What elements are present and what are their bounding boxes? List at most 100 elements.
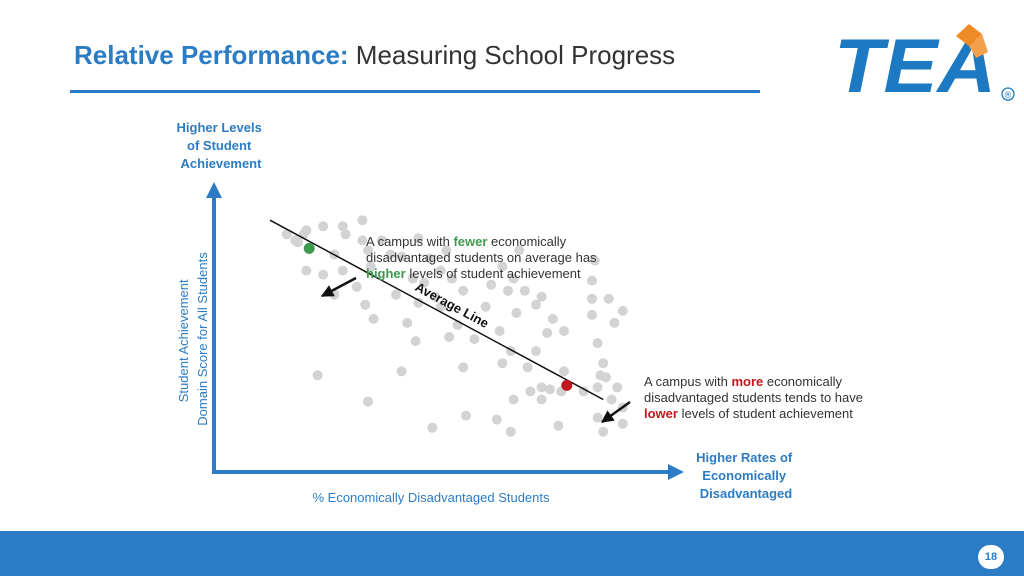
title-lead: Relative Performance:: [74, 40, 349, 70]
callout-text: A campus with: [366, 234, 453, 249]
y-top-label-line: of Student: [187, 138, 252, 153]
data-point: [603, 293, 614, 304]
y-axis-label-line: Student Achievement: [176, 279, 191, 402]
callout-highlight-word: lower: [644, 406, 678, 421]
data-point: [407, 273, 418, 284]
data-point: [553, 420, 564, 431]
data-point: [503, 285, 513, 296]
data-point: [424, 253, 435, 264]
data-point: [578, 386, 589, 397]
data-point: [301, 225, 312, 236]
y-top-label-line: Higher Levels: [177, 120, 262, 135]
callout-line: lower levels of student achievement: [644, 406, 853, 421]
title-divider: [70, 90, 760, 93]
data-point: [480, 301, 491, 312]
data-point: [606, 394, 617, 405]
data-point: [377, 235, 387, 246]
data-point: [402, 317, 413, 328]
data-point: [427, 422, 438, 433]
data-point: [391, 289, 401, 300]
data-point: [536, 291, 547, 302]
data-point: [589, 255, 600, 266]
y-axis-label-line: Domain Score for All Students: [195, 252, 210, 426]
data-point: [587, 309, 597, 320]
data-point: [458, 362, 469, 373]
data-point: [617, 418, 628, 429]
y-axis-label: Student Achievement Domain Score for All…: [176, 252, 210, 426]
data-point: [536, 382, 547, 393]
data-point: [519, 285, 530, 296]
registered-mark: ®: [1005, 90, 1012, 100]
data-point: [531, 299, 541, 310]
data-point: [559, 366, 569, 377]
data-point: [609, 317, 620, 328]
data-point: [598, 426, 609, 437]
data-point: [536, 394, 547, 405]
data-point: [410, 336, 421, 347]
data-point: [413, 233, 424, 244]
data-point: [337, 265, 348, 276]
data-point: [458, 285, 469, 296]
highlight-points: [303, 242, 573, 391]
average-line: [269, 219, 604, 401]
data-point: [592, 338, 603, 349]
data-point: [547, 313, 558, 324]
callout-line: disadvantaged students on average has: [366, 250, 597, 265]
data-point: [601, 372, 611, 383]
data-point: [494, 326, 505, 336]
x-end-label-line: Higher Rates of: [696, 450, 793, 465]
data-point: [396, 366, 407, 377]
y-top-label-line: Achievement: [181, 156, 263, 171]
data-point: [598, 358, 609, 369]
data-point: [447, 273, 457, 284]
data-point: [592, 382, 603, 393]
data-point: [531, 346, 541, 357]
title-rest: Measuring School Progress: [355, 40, 676, 70]
page-number: 18: [978, 545, 1004, 569]
data-point: [497, 261, 508, 272]
data-point: [363, 245, 373, 256]
data-point: [522, 362, 533, 373]
data-point: [542, 328, 553, 338]
page-title: Relative Performance: Measuring School P…: [74, 40, 675, 71]
footer-band: [0, 531, 1024, 576]
average-line-label: Average Line: [413, 279, 492, 331]
callout-text: economically: [763, 374, 842, 389]
data-point: [587, 293, 597, 304]
callout-arrow-low: [320, 276, 357, 298]
tea-logo: TEA ®: [834, 24, 1015, 102]
data-point: [592, 412, 603, 423]
data-point: [491, 414, 502, 425]
data-point: [435, 301, 446, 312]
data-point: [312, 370, 323, 381]
data-point: [293, 237, 303, 248]
data-point: [430, 291, 441, 302]
data-point: [363, 396, 373, 407]
data-point: [318, 221, 329, 232]
data-point: [469, 334, 480, 345]
x-end-label-line: Economically: [702, 468, 787, 483]
y-top-label: Higher Levels of Student Achievement: [177, 120, 266, 171]
data-point: [413, 297, 424, 308]
data-point: [340, 229, 351, 240]
data-point: [419, 277, 429, 288]
tea-logo-flag-tail-icon: [969, 34, 988, 58]
data-point: [337, 221, 348, 232]
data-point: [486, 279, 497, 290]
data-point: [441, 245, 452, 256]
data-point: [360, 299, 371, 310]
callout-highlight-word: fewer: [453, 234, 487, 249]
callout-highlight-word: more: [731, 374, 763, 389]
data-point: [385, 249, 396, 260]
callout-text: disadvantaged students tends to have: [644, 390, 863, 405]
x-end-label-line: Disadvantaged: [700, 486, 793, 501]
callout-text: levels of student achievement: [678, 406, 853, 421]
data-point: [559, 326, 569, 336]
data-point: [514, 245, 525, 256]
data-point: [497, 358, 508, 369]
data-point: [281, 229, 292, 240]
x-axis-label: % Economically Disadvantaged Students: [312, 490, 550, 505]
callout-text: A campus with: [644, 374, 731, 389]
callout-arrow-high: [600, 400, 631, 424]
highlight-point-low: [303, 242, 315, 254]
